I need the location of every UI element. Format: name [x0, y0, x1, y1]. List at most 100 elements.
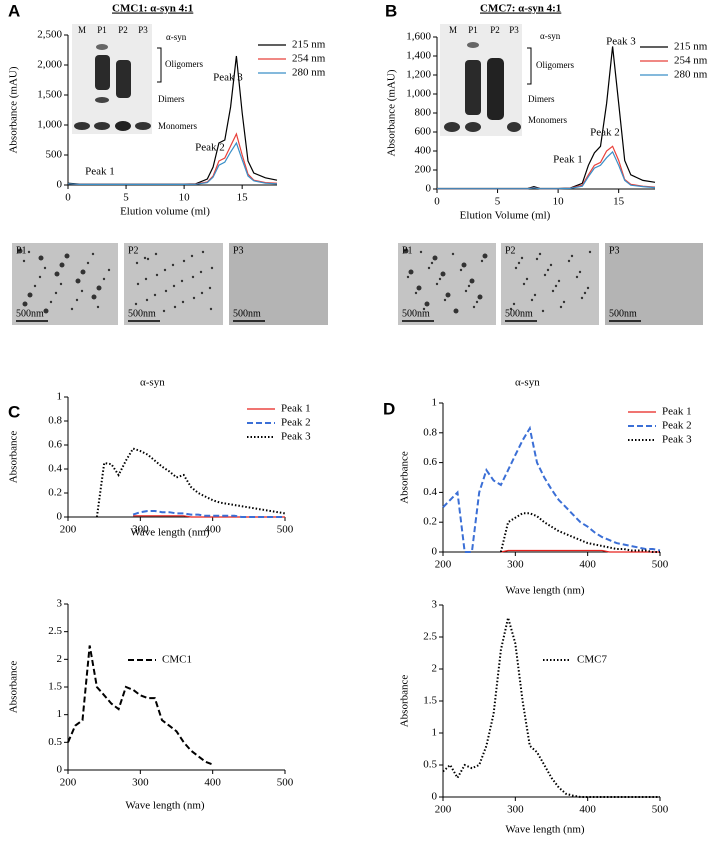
- tem-particle: [438, 277, 442, 281]
- scale-bar-label: 500nm: [128, 308, 156, 319]
- legend-label: 280 nm: [292, 67, 326, 79]
- tem-particle: [27, 250, 31, 254]
- y-axis-label: Absorbance: [399, 675, 411, 728]
- gel-band: [96, 44, 108, 50]
- y-axis-label: Absorbance: [8, 431, 20, 484]
- tem-particle: [530, 298, 534, 302]
- tem-particle: [43, 308, 49, 314]
- x-tick-label: 400: [204, 524, 221, 536]
- legend-label: Peak 2: [662, 420, 692, 432]
- x-tick-label: 300: [507, 559, 524, 571]
- tem-particle: [406, 275, 410, 279]
- y-tick-label: 1,400: [406, 50, 431, 62]
- tem-particle: [162, 309, 166, 313]
- panel-label: D: [383, 399, 395, 418]
- y-tick-label: 1: [432, 397, 438, 409]
- legend-label: 215 nm: [292, 39, 326, 51]
- tem-particle: [49, 300, 53, 304]
- tem-particle: [414, 291, 418, 295]
- tem-particle: [472, 305, 476, 309]
- y-tick-label: 0: [57, 179, 63, 191]
- tem-particle: [427, 266, 431, 270]
- x-tick-label: 5: [495, 196, 501, 208]
- tem-particle: [430, 261, 434, 265]
- bracket: [157, 47, 162, 83]
- tem-particle: [54, 271, 60, 277]
- tem-particle: [543, 273, 547, 277]
- legend-label: 254 nm: [292, 53, 326, 65]
- tem-particle: [210, 266, 214, 270]
- y-tick-label: 0: [432, 791, 438, 803]
- y-tick-label: 200: [415, 164, 432, 176]
- legend-label: Peak 3: [662, 434, 692, 446]
- tem-particle: [59, 262, 65, 268]
- x-tick-label: 10: [179, 192, 191, 204]
- tem-particle: [17, 248, 23, 254]
- scale-bar-label: 500nm: [16, 308, 44, 319]
- tem-particle: [75, 298, 79, 302]
- y-tick-label: 2,500: [37, 29, 62, 41]
- lane-label: P3: [509, 25, 519, 35]
- gel-band: [95, 97, 109, 103]
- gel-band: [94, 122, 110, 130]
- tem-particle: [533, 293, 537, 297]
- tem-particle: [200, 291, 204, 295]
- x-axis-label: Wave length (nm): [505, 824, 584, 836]
- tem-particle: [567, 259, 571, 263]
- y-tick-label: 0.5: [423, 759, 437, 771]
- annotation: Peak 2: [590, 127, 620, 139]
- y-tick-label: 0.8: [423, 426, 437, 438]
- x-tick-label: 400: [579, 559, 596, 571]
- tem-particle: [509, 307, 513, 311]
- tem-particle: [583, 291, 587, 295]
- band-label: Monomers: [158, 121, 197, 131]
- x-tick-label: 200: [60, 524, 77, 536]
- y-tick-label: 2: [57, 653, 63, 665]
- tem-particle: [38, 275, 42, 279]
- tem-particle: [171, 263, 175, 267]
- series-line: [437, 145, 656, 190]
- annotation: Peak 3: [606, 36, 636, 48]
- tem-label: P3: [609, 245, 620, 256]
- tem-particle: [96, 285, 102, 291]
- y-tick-label: 400: [415, 145, 432, 157]
- gel-band: [465, 122, 481, 132]
- x-tick-label: 200: [435, 559, 452, 571]
- legend-label: Peak 3: [281, 431, 311, 443]
- tem-particle: [80, 289, 84, 293]
- tem-particle: [86, 261, 90, 265]
- x-tick-label: 15: [613, 196, 625, 208]
- tem-particle: [435, 282, 439, 286]
- lane-label: M: [78, 25, 86, 35]
- gel-band: [135, 122, 151, 130]
- tem-particle: [136, 282, 140, 286]
- lane-label: P3: [138, 25, 148, 35]
- tem-particle: [22, 259, 26, 263]
- y-tick-label: 1,000: [406, 88, 431, 100]
- x-tick-label: 500: [277, 777, 294, 789]
- tem-particle: [192, 296, 196, 300]
- tem-particle: [432, 255, 438, 261]
- tem-particle: [416, 285, 422, 291]
- legend-label: Peak 1: [281, 403, 311, 415]
- y-tick-label: 0.4: [48, 463, 62, 475]
- gel-band: [74, 122, 90, 130]
- tem-particle: [475, 300, 479, 304]
- x-tick-label: 300: [132, 777, 149, 789]
- gel-band: [115, 121, 131, 131]
- tem-particle: [208, 286, 212, 290]
- legend-label: Peak 2: [281, 417, 311, 429]
- y-tick-label: 3: [57, 598, 63, 610]
- x-tick-label: 500: [652, 559, 669, 571]
- tem-particle: [164, 289, 168, 293]
- tem-particle: [64, 253, 70, 259]
- tem-particle: [154, 252, 158, 256]
- x-tick-label: 300: [507, 804, 524, 816]
- tem-particle: [135, 261, 139, 265]
- y-tick-label: 0.2: [423, 516, 437, 528]
- scale-bar-label: 500nm: [609, 308, 637, 319]
- x-tick-label: 500: [277, 524, 294, 536]
- y-axis-label: Absorbance: [399, 451, 411, 504]
- y-tick-label: 1: [57, 708, 63, 720]
- x-axis-label: Wave length (nm): [505, 585, 584, 597]
